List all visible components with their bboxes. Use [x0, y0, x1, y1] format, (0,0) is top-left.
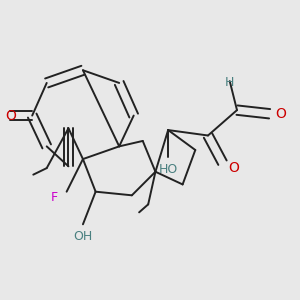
Text: O: O	[228, 161, 239, 175]
Text: O: O	[5, 109, 16, 123]
Text: HO: HO	[158, 163, 178, 176]
Text: H: H	[225, 76, 234, 89]
Text: OH: OH	[73, 230, 93, 243]
Text: O: O	[275, 107, 286, 121]
Text: F: F	[50, 190, 58, 204]
